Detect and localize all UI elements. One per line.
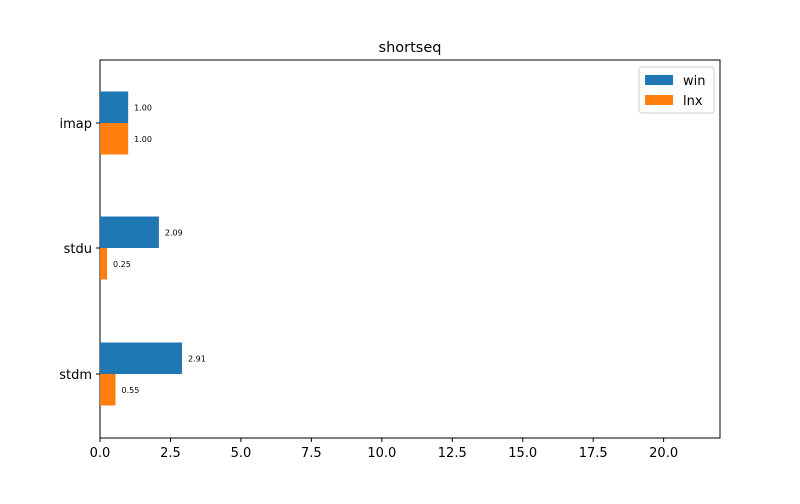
bar-label-win-stdm: 2.91 (188, 354, 206, 363)
x-tick-label: 2.5 (160, 446, 181, 461)
x-tick-label: 15.0 (508, 446, 537, 461)
y-tick-label-stdu: stdu (64, 242, 92, 257)
x-tick-label: 20.0 (649, 446, 678, 461)
bar-lnx-stdu (100, 248, 108, 280)
bar-win-imap (100, 91, 129, 123)
bar-value-labels: 1.00 1.00 2.09 0.25 2.91 0.55 (113, 103, 206, 395)
x-tick-label: 12.5 (438, 446, 467, 461)
bar-label-win-stdu: 2.09 (165, 228, 183, 237)
x-tick-label: 5.0 (231, 446, 252, 461)
bar-label-lnx-stdm: 0.55 (122, 386, 140, 395)
x-tick-label: 0.0 (90, 446, 111, 461)
y-tick-label-stdm: stdm (59, 368, 92, 383)
legend: win lnx (638, 66, 715, 114)
bar-label-lnx-imap: 1.00 (134, 135, 152, 144)
bar-lnx-imap (100, 123, 129, 155)
y-tick-label-imap: imap (60, 117, 93, 132)
y-axis: imap stdu stdm (59, 117, 100, 383)
legend-label-lnx: lnx (683, 94, 703, 109)
bar-win-stdu (100, 216, 159, 248)
bar-label-win-imap: 1.00 (134, 103, 152, 112)
legend-swatch-win (645, 75, 673, 85)
plot-area (99, 59, 721, 439)
bar-label-lnx-stdu: 0.25 (113, 260, 131, 269)
chart-title: shortseq (379, 40, 442, 56)
legend-swatch-lnx (645, 95, 673, 105)
legend-label-win: win (683, 74, 705, 89)
x-tick-label: 10.0 (367, 446, 396, 461)
bar-win-stdm (100, 342, 183, 374)
bar-lnx-stdm (100, 374, 116, 406)
x-axis: 0.0 2.5 5.0 7.5 10.0 12.5 15.0 17.5 20.0 (90, 438, 678, 461)
x-tick-label: 7.5 (301, 446, 322, 461)
x-tick-label: 17.5 (579, 446, 608, 461)
bars (100, 91, 183, 406)
